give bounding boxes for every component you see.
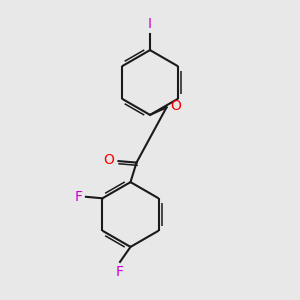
Text: F: F (116, 266, 124, 280)
Text: I: I (148, 16, 152, 31)
Text: O: O (103, 154, 114, 167)
Text: O: O (170, 99, 181, 113)
Text: F: F (75, 190, 83, 204)
